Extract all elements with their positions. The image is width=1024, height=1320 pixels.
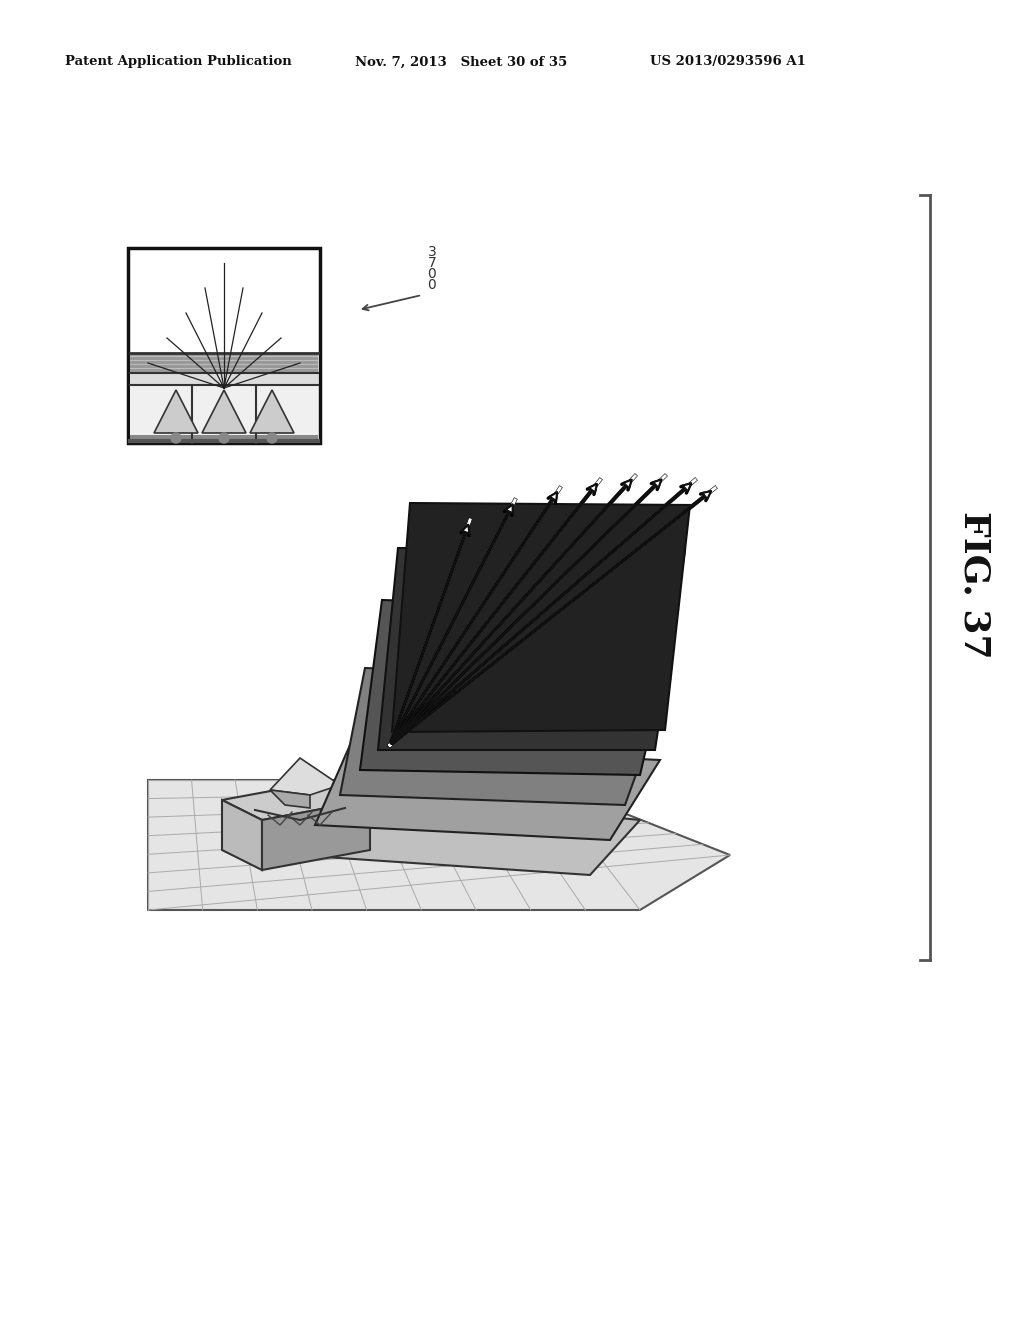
Text: 7: 7 [428,256,436,271]
Text: Patent Application Publication: Patent Application Publication [65,55,292,69]
Polygon shape [360,601,678,775]
Bar [128,248,319,444]
Polygon shape [315,744,660,840]
Circle shape [219,433,229,444]
Polygon shape [340,668,670,805]
Polygon shape [378,548,685,750]
Bar [130,436,318,444]
Polygon shape [270,758,340,795]
Text: FIG. 37: FIG. 37 [958,511,992,659]
Polygon shape [148,780,730,909]
Text: 3: 3 [428,246,436,259]
Polygon shape [250,389,294,433]
Polygon shape [270,789,310,808]
Polygon shape [262,800,370,870]
Polygon shape [154,389,198,433]
Circle shape [171,433,181,444]
Text: 0: 0 [428,279,436,292]
Polygon shape [392,503,690,733]
Text: US 2013/0293596 A1: US 2013/0293596 A1 [650,55,806,69]
Polygon shape [222,780,370,820]
Polygon shape [295,789,640,875]
Text: 0: 0 [428,267,436,281]
Polygon shape [202,389,246,433]
Circle shape [267,433,278,444]
Text: Nov. 7, 2013   Sheet 30 of 35: Nov. 7, 2013 Sheet 30 of 35 [355,55,567,69]
Polygon shape [222,800,262,870]
Bar [130,352,318,374]
Bar [130,374,318,385]
Bar [130,385,318,444]
